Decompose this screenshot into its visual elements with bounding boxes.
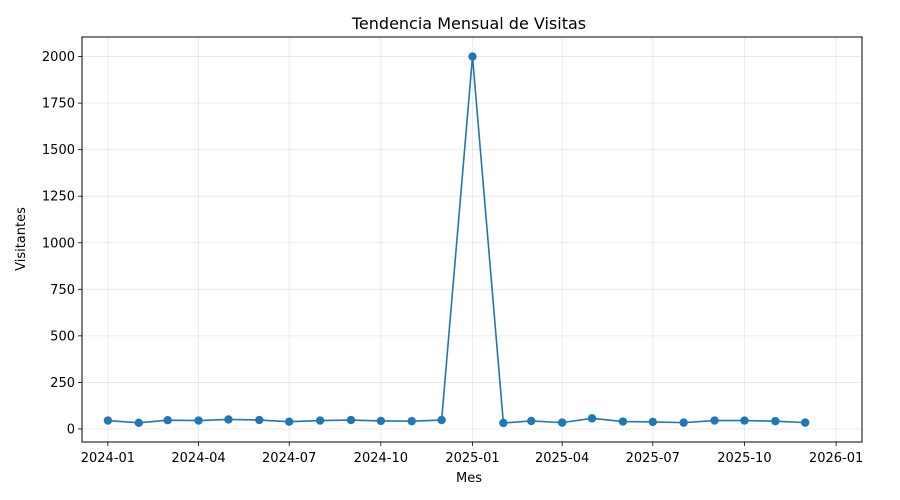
data-point bbox=[315, 416, 325, 425]
data-point bbox=[499, 418, 508, 428]
data-point bbox=[679, 418, 688, 427]
x-tick-label: 2024-01 bbox=[81, 451, 135, 466]
y-tick-label: 1000 bbox=[42, 236, 75, 251]
y-tick-label: 500 bbox=[50, 329, 75, 344]
data-point bbox=[648, 417, 658, 427]
x-tick-label: 2025-04 bbox=[535, 451, 589, 466]
y-tick-label: 750 bbox=[50, 283, 75, 298]
data-point bbox=[224, 415, 233, 424]
data-point bbox=[710, 416, 719, 425]
y-tick-label: 1500 bbox=[42, 143, 75, 158]
plot-frame bbox=[81, 36, 863, 443]
series-layer bbox=[103, 52, 810, 428]
data-point bbox=[468, 52, 477, 61]
chart-title: Tendencia Mensual de Visitas bbox=[351, 14, 586, 33]
grid-lines bbox=[82, 37, 862, 442]
data-point bbox=[255, 415, 264, 425]
y-tick-label: 2000 bbox=[42, 50, 75, 65]
x-tick-label: 2025-01 bbox=[445, 451, 499, 466]
data-point bbox=[801, 418, 810, 427]
data-point bbox=[285, 417, 294, 426]
y-tick-label: 1250 bbox=[42, 190, 75, 205]
x-tick-label: 2025-10 bbox=[717, 451, 771, 466]
data-point bbox=[771, 416, 780, 426]
series-line bbox=[107, 55, 806, 424]
data-point bbox=[437, 415, 446, 425]
data-point bbox=[134, 418, 143, 428]
y-tick-label: 1750 bbox=[42, 97, 75, 112]
data-point bbox=[740, 416, 749, 425]
data-point bbox=[557, 418, 567, 427]
data-point bbox=[527, 416, 536, 426]
y-axis-label: Visitantes bbox=[14, 207, 29, 271]
y-axis-ticks: 0 250 500 750 1000 1250 1500 1750 2000 bbox=[42, 50, 82, 437]
y-tick-label: 0 bbox=[67, 422, 75, 437]
x-tick-label: 2024-10 bbox=[354, 451, 408, 466]
x-tick-label: 2024-04 bbox=[171, 451, 225, 466]
x-tick-label: 2024-07 bbox=[262, 451, 316, 466]
data-point bbox=[103, 416, 113, 425]
data-point bbox=[194, 416, 203, 425]
y-tick-label: 250 bbox=[50, 376, 75, 391]
x-axis-label: Mes bbox=[456, 471, 482, 486]
data-point bbox=[407, 416, 416, 426]
data-point bbox=[587, 414, 597, 423]
data-point bbox=[376, 416, 386, 426]
x-tick-label: 2026-01 bbox=[809, 451, 863, 466]
data-point bbox=[346, 415, 356, 425]
data-point bbox=[163, 416, 172, 425]
x-axis-ticks: 2024-01 2024-04 2024-07 2024-10 2025-01 2025-… bbox=[81, 442, 863, 466]
data-point bbox=[618, 417, 628, 426]
x-tick-label: 2025-07 bbox=[626, 451, 680, 466]
